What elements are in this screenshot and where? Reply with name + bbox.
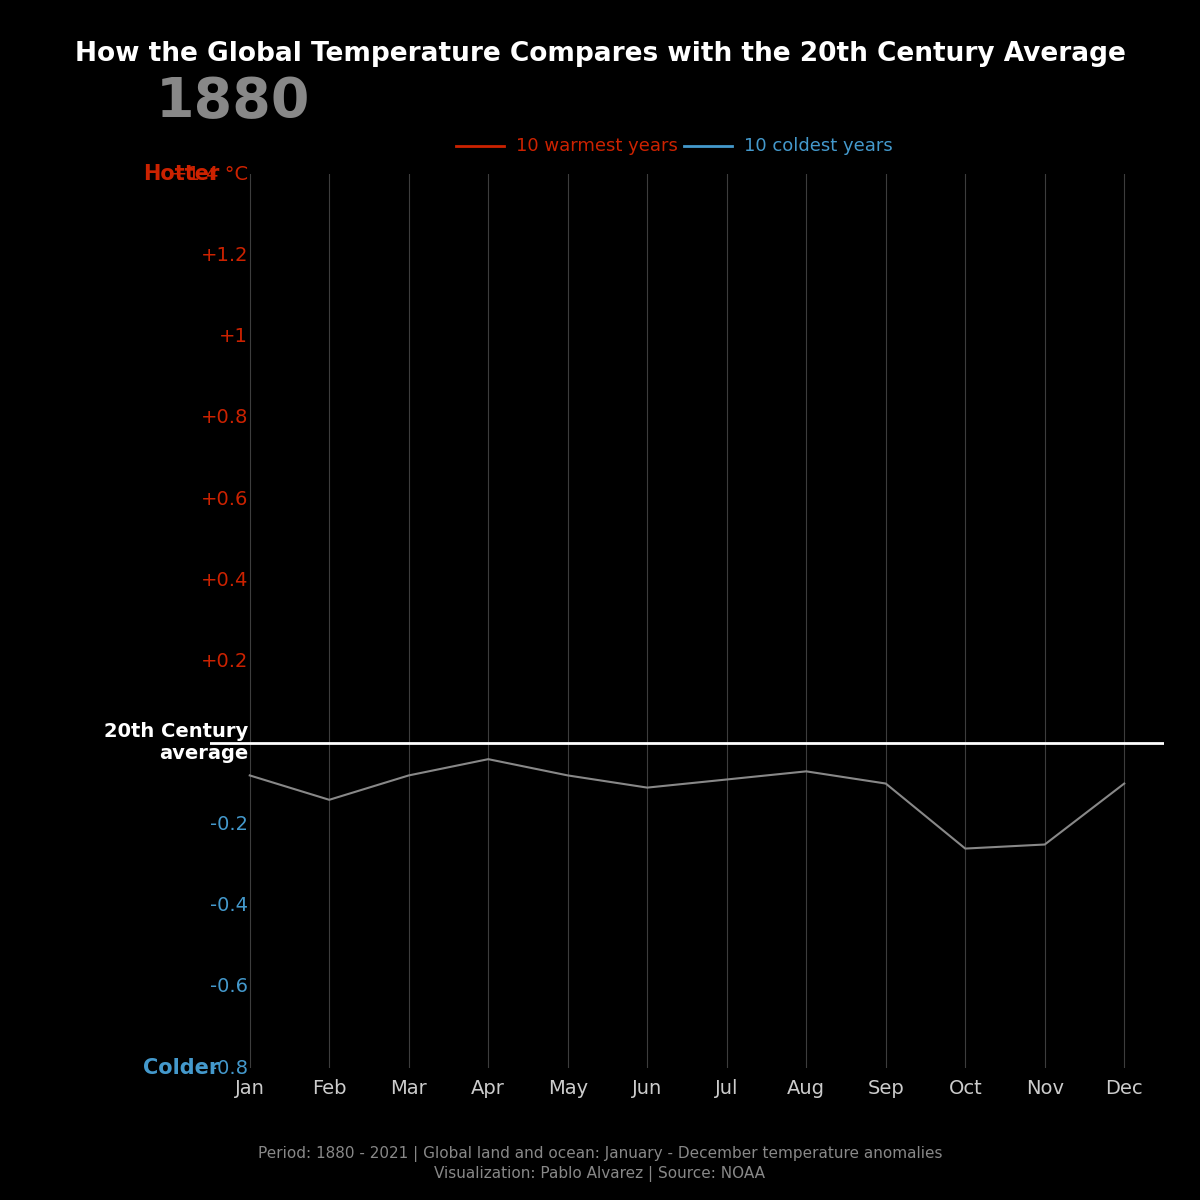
Text: -0.4: -0.4 (210, 896, 248, 914)
Text: +1: +1 (220, 328, 248, 346)
Text: Colder: Colder (143, 1058, 220, 1078)
Text: +0.8: +0.8 (200, 408, 248, 427)
Text: -0.6: -0.6 (210, 977, 248, 996)
Text: +1.4 °C: +1.4 °C (172, 164, 248, 184)
Text: 1880: 1880 (156, 74, 311, 128)
Text: Visualization: Pablo Alvarez | Source: NOAA: Visualization: Pablo Alvarez | Source: N… (434, 1165, 766, 1182)
Text: Period: 1880 - 2021 | Global land and ocean: January - December temperature anom: Period: 1880 - 2021 | Global land and oc… (258, 1146, 942, 1163)
Text: -0.8: -0.8 (210, 1058, 248, 1078)
Text: How the Global Temperature Compares with the 20th Century Average: How the Global Temperature Compares with… (74, 41, 1126, 67)
Text: +0.2: +0.2 (200, 652, 248, 671)
Text: 10 coldest years: 10 coldest years (744, 138, 893, 156)
Text: 10 warmest years: 10 warmest years (516, 138, 678, 156)
Text: -0.2: -0.2 (210, 815, 248, 834)
Text: +0.4: +0.4 (200, 571, 248, 590)
Text: +0.6: +0.6 (200, 490, 248, 509)
Text: 20th Century
average: 20th Century average (104, 722, 248, 763)
Text: +1.2: +1.2 (200, 246, 248, 265)
Text: Hotter: Hotter (143, 164, 220, 184)
